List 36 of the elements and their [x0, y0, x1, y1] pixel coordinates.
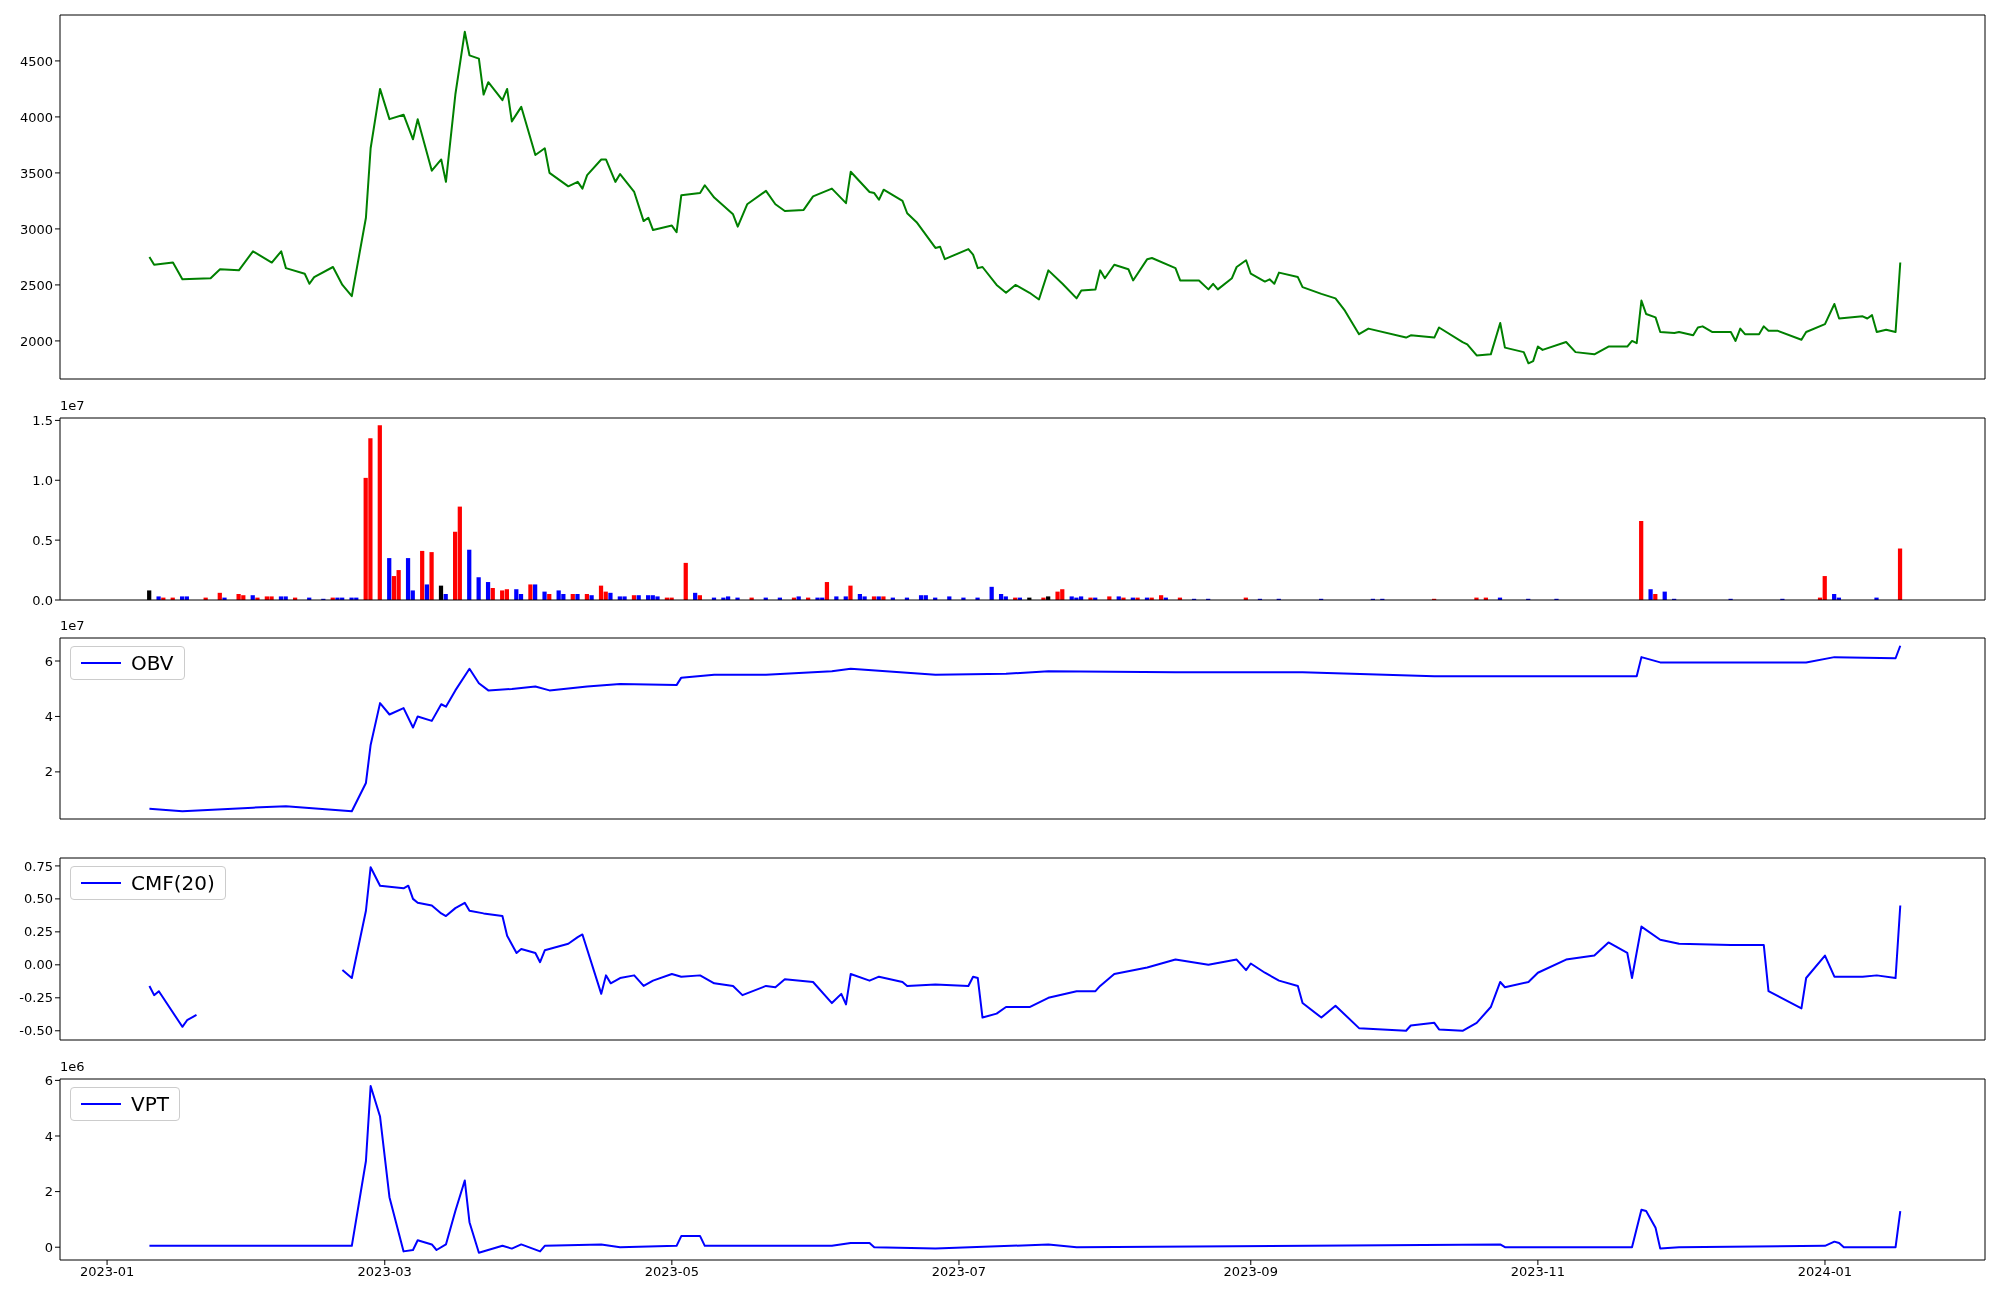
x-tick-label: 2023-11 — [1510, 1264, 1566, 1280]
x-tick-label: 2023-01 — [79, 1264, 135, 1280]
y-tick-label: 1.0 — [32, 472, 53, 488]
legend-label: OBV — [131, 651, 174, 675]
y-tick-label: 4500 — [19, 53, 53, 69]
y-tick-label: 0.50 — [24, 891, 53, 907]
y-tick-label: 6 — [44, 1073, 53, 1089]
text: 1e7 — [60, 618, 85, 633]
y-tick-label: -0.25 — [19, 990, 53, 1006]
y-tick-label: 0.0 — [32, 592, 53, 608]
y-tick-label: 2 — [44, 1184, 53, 1200]
y-tick-label: 0.5 — [32, 532, 53, 548]
y-tick-label: 1.5 — [32, 413, 53, 429]
y-tick-label: 0.00 — [24, 957, 53, 973]
x-tick-label: 2024-01 — [1797, 1264, 1853, 1280]
y-tick-label: 0.25 — [24, 924, 53, 940]
y-tick-label: 2 — [44, 764, 53, 780]
y-tick-label: 2000 — [19, 333, 53, 349]
text: 1e7 — [60, 398, 85, 413]
x-tick-label: 2023-05 — [644, 1264, 700, 1280]
text: 1e6 — [60, 1059, 85, 1074]
x-tick-label: 2023-07 — [931, 1264, 987, 1280]
y-tick-label: 4000 — [19, 109, 53, 125]
y-tick-label: 4 — [44, 709, 53, 725]
legend-label: VPT — [131, 1092, 169, 1116]
y-tick-label: 3500 — [19, 165, 53, 181]
y-tick-label: 0 — [44, 1239, 53, 1255]
legend-label: CMF(20) — [131, 871, 215, 895]
y-tick-label: 6 — [44, 653, 53, 669]
y-tick-label: 4 — [44, 1128, 53, 1144]
y-tick-label: 2500 — [19, 277, 53, 293]
y-tick-label: -0.50 — [19, 1023, 53, 1039]
x-tick-label: 2023-09 — [1223, 1264, 1278, 1280]
x-tick-label: 2023-03 — [357, 1264, 412, 1280]
y-tick-label: 0.75 — [24, 858, 53, 874]
y-tick-label: 3000 — [19, 221, 53, 237]
